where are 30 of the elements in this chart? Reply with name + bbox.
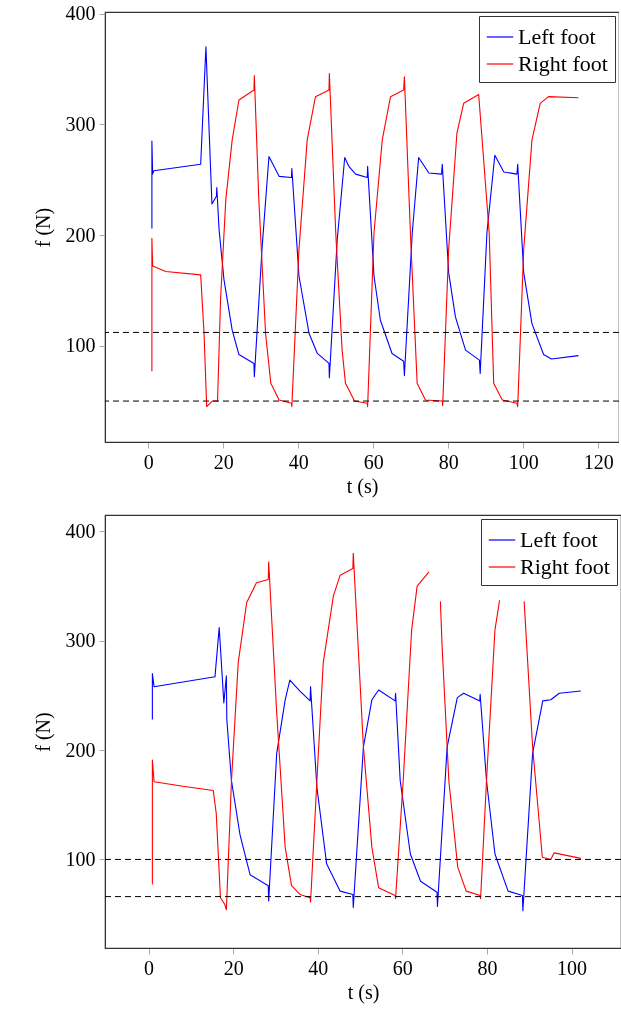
y-tick-label: 400 xyxy=(65,519,96,542)
legend-label: Right foot xyxy=(518,51,608,76)
x-tick-label: 20 xyxy=(213,450,234,473)
x-tick-label: 20 xyxy=(223,956,244,979)
y-axis-title: f (N) xyxy=(31,712,55,752)
x-tick-label: 40 xyxy=(308,956,329,979)
y-axis-title: f (N) xyxy=(31,207,55,248)
x-tick-label: 100 xyxy=(557,956,588,979)
x-tick-label: 80 xyxy=(438,450,459,473)
y-tick-label: 300 xyxy=(65,112,96,135)
y-tick-label: 200 xyxy=(65,738,96,761)
legend-label: Left foot xyxy=(520,527,598,552)
y-tick-label: 400 xyxy=(65,2,96,25)
legend-label: Left foot xyxy=(518,24,596,49)
x-tick-label: 0 xyxy=(144,956,155,979)
x-tick-label: 80 xyxy=(477,956,498,979)
line-series xyxy=(151,627,582,912)
y-tick-label: 100 xyxy=(65,847,96,870)
x-tick-label: 0 xyxy=(143,450,154,473)
legend-label: Right foot xyxy=(520,554,610,579)
y-tick-label: 300 xyxy=(65,629,96,652)
y-tick-label: 100 xyxy=(65,334,96,357)
x-tick-label: 60 xyxy=(392,956,413,979)
x-tick-label: 40 xyxy=(288,450,309,473)
x-tick-label: 120 xyxy=(583,450,614,473)
x-tick-label: 100 xyxy=(508,450,539,473)
y-tick-label: 200 xyxy=(65,223,96,246)
x-axis-title: t (s) xyxy=(346,474,379,498)
x-tick-label: 60 xyxy=(363,450,384,473)
x-axis-title: t (s) xyxy=(347,980,380,1004)
